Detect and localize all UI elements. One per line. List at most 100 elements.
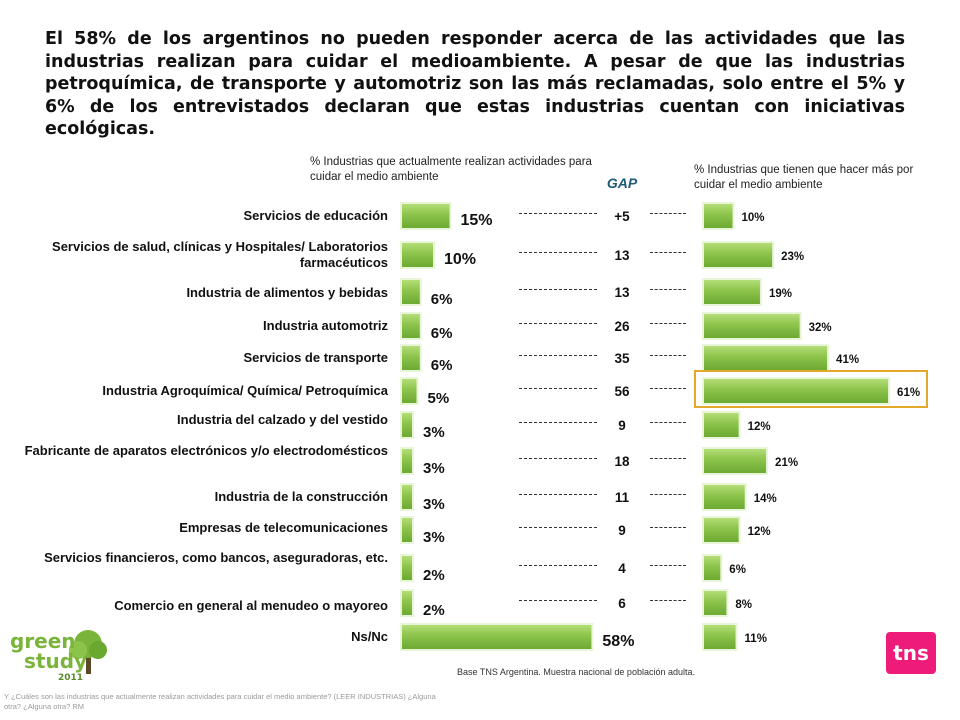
gap-connector-left <box>519 422 597 423</box>
base-note: Base TNS Argentina. Muestra nacional de … <box>457 667 695 677</box>
left-value-label: 6% <box>430 357 453 374</box>
left-value-label: 3% <box>423 529 445 546</box>
right-bar <box>702 241 775 269</box>
gap-value: 9 <box>618 523 626 538</box>
tns-logo: tns <box>886 632 936 674</box>
right-value-label: 8% <box>735 599 753 611</box>
right-value-label: 41% <box>836 354 860 366</box>
right-value-label: 23% <box>781 251 805 263</box>
left-value-label: 10% <box>444 251 477 268</box>
right-value-label: 19% <box>768 288 792 300</box>
right-bar <box>702 447 769 475</box>
category-label: Comercio en general al menudeo o mayoreo <box>114 598 388 613</box>
headline: El 58% de los argentinos no pueden respo… <box>45 29 905 139</box>
gap-connector-right <box>650 527 686 528</box>
gap-connector-right <box>650 388 686 389</box>
category-label: Servicios de salud, clínicas y Hospitale… <box>52 239 388 270</box>
right-bar <box>702 312 802 340</box>
gap-connector-right <box>650 600 686 601</box>
gap-value: 26 <box>614 319 630 334</box>
category-label: Servicios financieros, como bancos, aseg… <box>44 550 388 565</box>
gap-connector-right <box>650 252 686 253</box>
right-bar <box>702 377 891 405</box>
left-bar <box>400 377 419 405</box>
gap-connector-left <box>519 355 597 356</box>
left-bar <box>400 344 422 372</box>
gap-connector-left <box>519 323 597 324</box>
gap-value: 11 <box>614 490 630 505</box>
logo-word-green: green <box>10 629 76 653</box>
left-bar <box>400 202 452 230</box>
gap-connector-left <box>519 213 597 214</box>
category-label: Fabricante de aparatos electrónicos y/o … <box>24 443 388 458</box>
gap-connector-left <box>519 600 597 601</box>
right-bar <box>702 278 762 306</box>
left-bar <box>400 554 414 582</box>
left-value-label: 2% <box>423 602 445 619</box>
gap-value: 13 <box>614 248 630 263</box>
left-value-label: 3% <box>423 496 445 513</box>
right-chart-subtitle: % Industrias que tienen que hacer más po… <box>694 164 914 191</box>
gap-value: 6 <box>618 596 626 611</box>
gap-connector-left <box>519 494 597 495</box>
right-bar <box>702 623 738 651</box>
gap-connector-left <box>519 252 597 253</box>
left-bar <box>400 241 435 269</box>
gap-value: 4 <box>618 561 626 576</box>
right-bar <box>702 411 741 439</box>
left-bar <box>400 447 414 475</box>
gap-connector-right <box>650 289 686 290</box>
gap-connector-right <box>650 213 686 214</box>
left-bar <box>400 278 422 306</box>
right-value-label: 11% <box>744 633 767 645</box>
left-value-label: 6% <box>430 325 453 342</box>
category-label: Industria automotriz <box>263 318 388 333</box>
right-value-label: 61% <box>897 387 921 399</box>
gap-connector-right <box>650 422 686 423</box>
gap-connector-right <box>650 458 686 459</box>
right-bar <box>702 202 735 230</box>
left-bar <box>400 623 594 651</box>
left-value-label: 15% <box>460 212 493 229</box>
gap-connector-right <box>650 565 686 566</box>
footnote: Y ¿Cuáles son las industrias que actualm… <box>4 692 436 711</box>
right-value-label: 12% <box>747 421 771 433</box>
right-value-label: 14% <box>753 493 777 505</box>
category-label: Ns/Nc <box>351 629 388 644</box>
right-bar <box>702 344 830 372</box>
right-value-label: 12% <box>747 526 771 538</box>
logo-year: 2011 <box>58 673 83 683</box>
left-bar <box>400 516 414 544</box>
gap-title: GAP <box>606 175 638 191</box>
category-label: Servicios de transporte <box>243 350 389 365</box>
category-label: Industria del calzado y del vestido <box>177 412 388 427</box>
right-bar <box>702 483 747 511</box>
right-value-label: 32% <box>808 322 832 334</box>
gap-value: 13 <box>614 285 630 300</box>
right-bar <box>702 516 741 544</box>
left-bar <box>400 312 422 340</box>
category-label: Industria de alimentos y bebidas <box>186 285 388 300</box>
left-chart-subtitle: % Industrias que actualmente realizan ac… <box>310 156 592 183</box>
gap-connector-left <box>519 565 597 566</box>
left-value-label: 5% <box>427 390 450 407</box>
gap-connector-right <box>650 323 686 324</box>
right-value-label: 10% <box>741 212 765 224</box>
gap-connector-left <box>519 388 597 389</box>
left-bar <box>400 483 414 511</box>
logo-word-study: study <box>24 649 87 673</box>
green-study-logo: green study 2011 <box>10 629 107 683</box>
left-value-label: 3% <box>423 424 445 441</box>
right-bars <box>702 202 891 651</box>
left-value-label: 3% <box>423 460 445 477</box>
right-bar <box>702 554 723 582</box>
gap-connector-left <box>519 527 597 528</box>
gap-connector-right <box>650 355 686 356</box>
gap-value: 35 <box>614 351 630 366</box>
category-label: Industria Agroquímica/ Química/ Petroquí… <box>102 383 388 398</box>
category-label: Industria de la construcción <box>214 489 388 504</box>
gap-value: 56 <box>614 384 630 399</box>
left-bar <box>400 411 414 439</box>
gap-value: 18 <box>614 454 630 469</box>
